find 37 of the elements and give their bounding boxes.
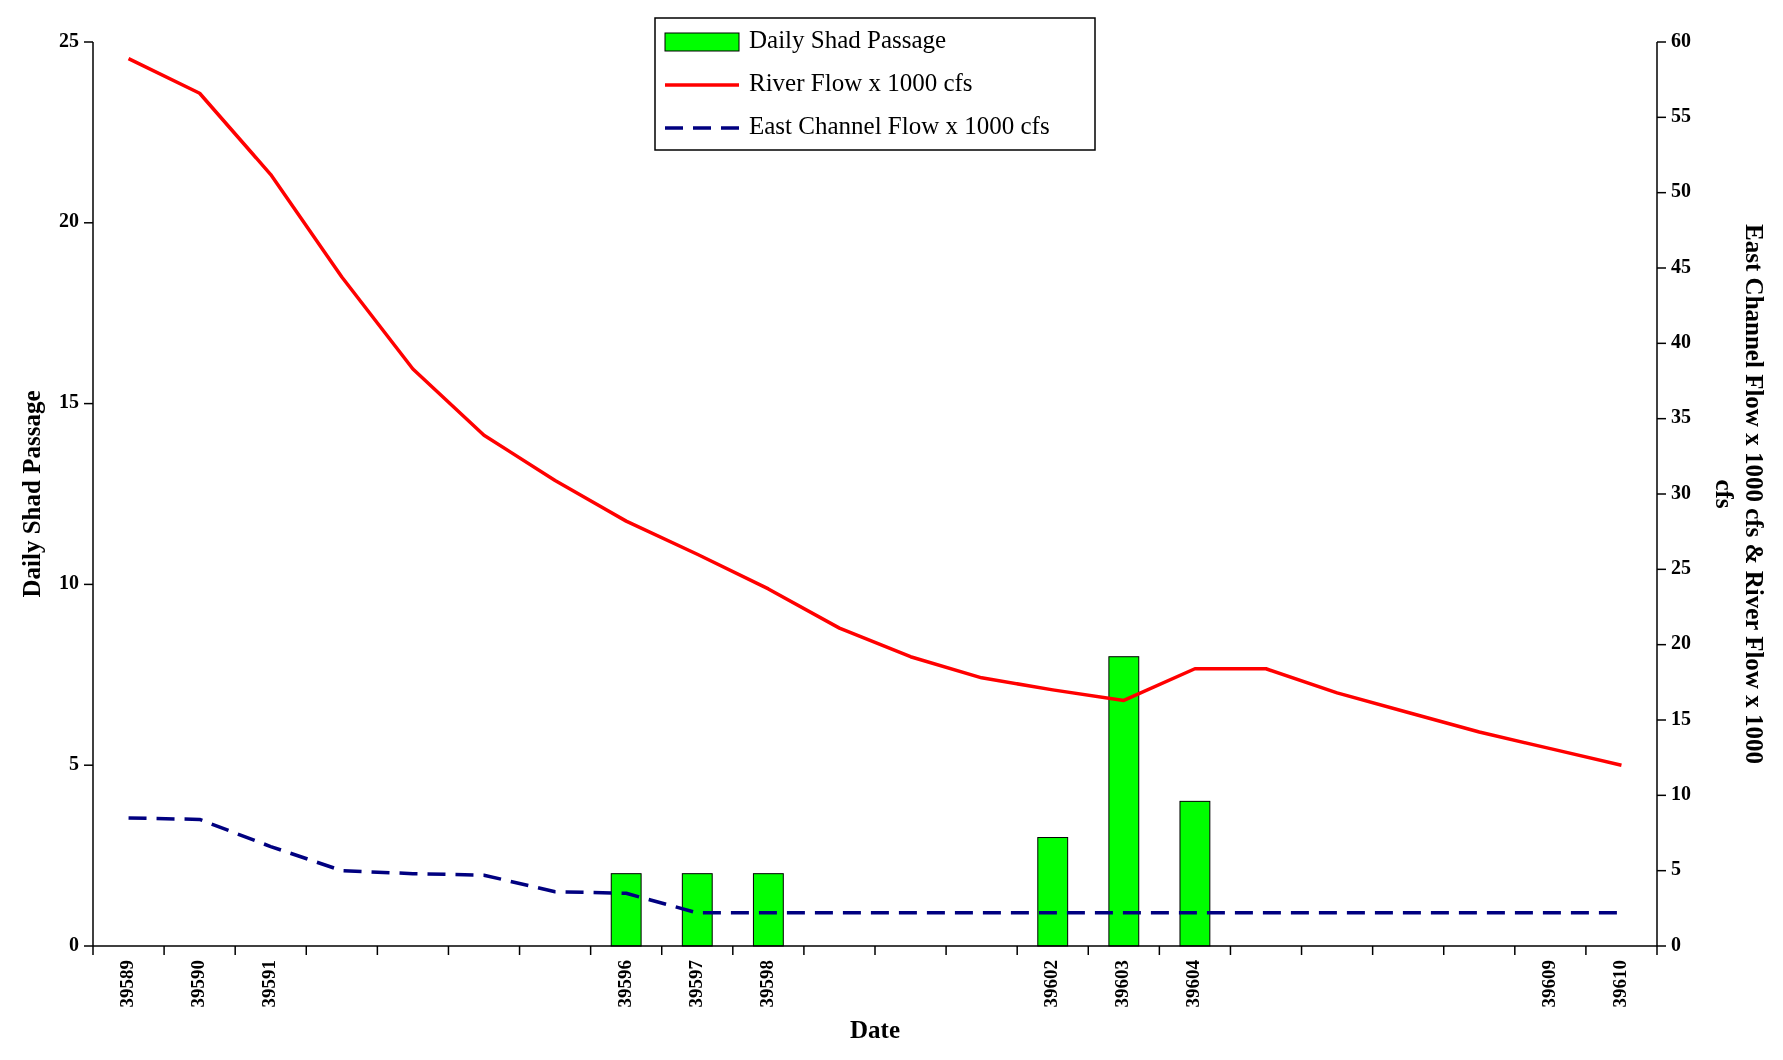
legend-label: River Flow x 1000 cfs [749, 68, 973, 96]
y-tick-label: 20 [59, 209, 79, 232]
x-axis-title: Date [850, 1016, 900, 1043]
x-tick-label: 39591 [258, 960, 280, 1008]
x-tick-label: 39596 [613, 960, 635, 1008]
x-tick-label: 39598 [755, 960, 777, 1008]
y2-tick-label: 40 [1671, 329, 1691, 352]
line-series [126, 56, 1624, 767]
y2-tick-label: 50 [1671, 179, 1691, 202]
y-tick-label: 5 [69, 751, 79, 774]
x-tick-label: 39589 [115, 960, 137, 1008]
y-tick-label: 15 [59, 390, 79, 413]
y2-tick-label: 55 [1671, 103, 1691, 126]
y2-tick-label: 30 [1671, 480, 1691, 503]
y-tick-label: 0 [69, 932, 79, 955]
x-tick-label: 39609 [1537, 960, 1559, 1008]
legend-label: Daily Shad Passage [749, 25, 947, 53]
y2-tick-label: 60 [1671, 28, 1691, 51]
y2-tick-label: 0 [1671, 932, 1681, 955]
y2-axis-title: East Channel Flow x 1000 cfs & River Flow x 1000 cfs [1711, 224, 1768, 764]
y2-tick-label: 45 [1671, 254, 1691, 277]
x-tick-label: 39604 [1182, 959, 1204, 1008]
y2-tick-label: 20 [1671, 631, 1691, 654]
x-tick-label: 39610 [1608, 960, 1630, 1008]
x-tick-label: 39602 [1040, 960, 1062, 1008]
x-tick-label: 39597 [684, 959, 706, 1008]
y2-tick-label: 25 [1671, 555, 1691, 578]
x-tick-label: 39590 [187, 960, 208, 1008]
y2-tick-label: 35 [1671, 405, 1691, 428]
legend-label: East Channel Flow x 1000 cfs [749, 111, 1050, 139]
y2-tick-label: 5 [1671, 857, 1681, 880]
x-tick-label: 39603 [1111, 960, 1133, 1008]
y-tick-label: 25 [59, 28, 79, 51]
y-axis-title: Daily Shad Passage [18, 390, 45, 598]
y-tick-label: 10 [59, 570, 79, 593]
y2-tick-label: 15 [1671, 706, 1691, 729]
y2-tick-label: 10 [1671, 781, 1691, 804]
